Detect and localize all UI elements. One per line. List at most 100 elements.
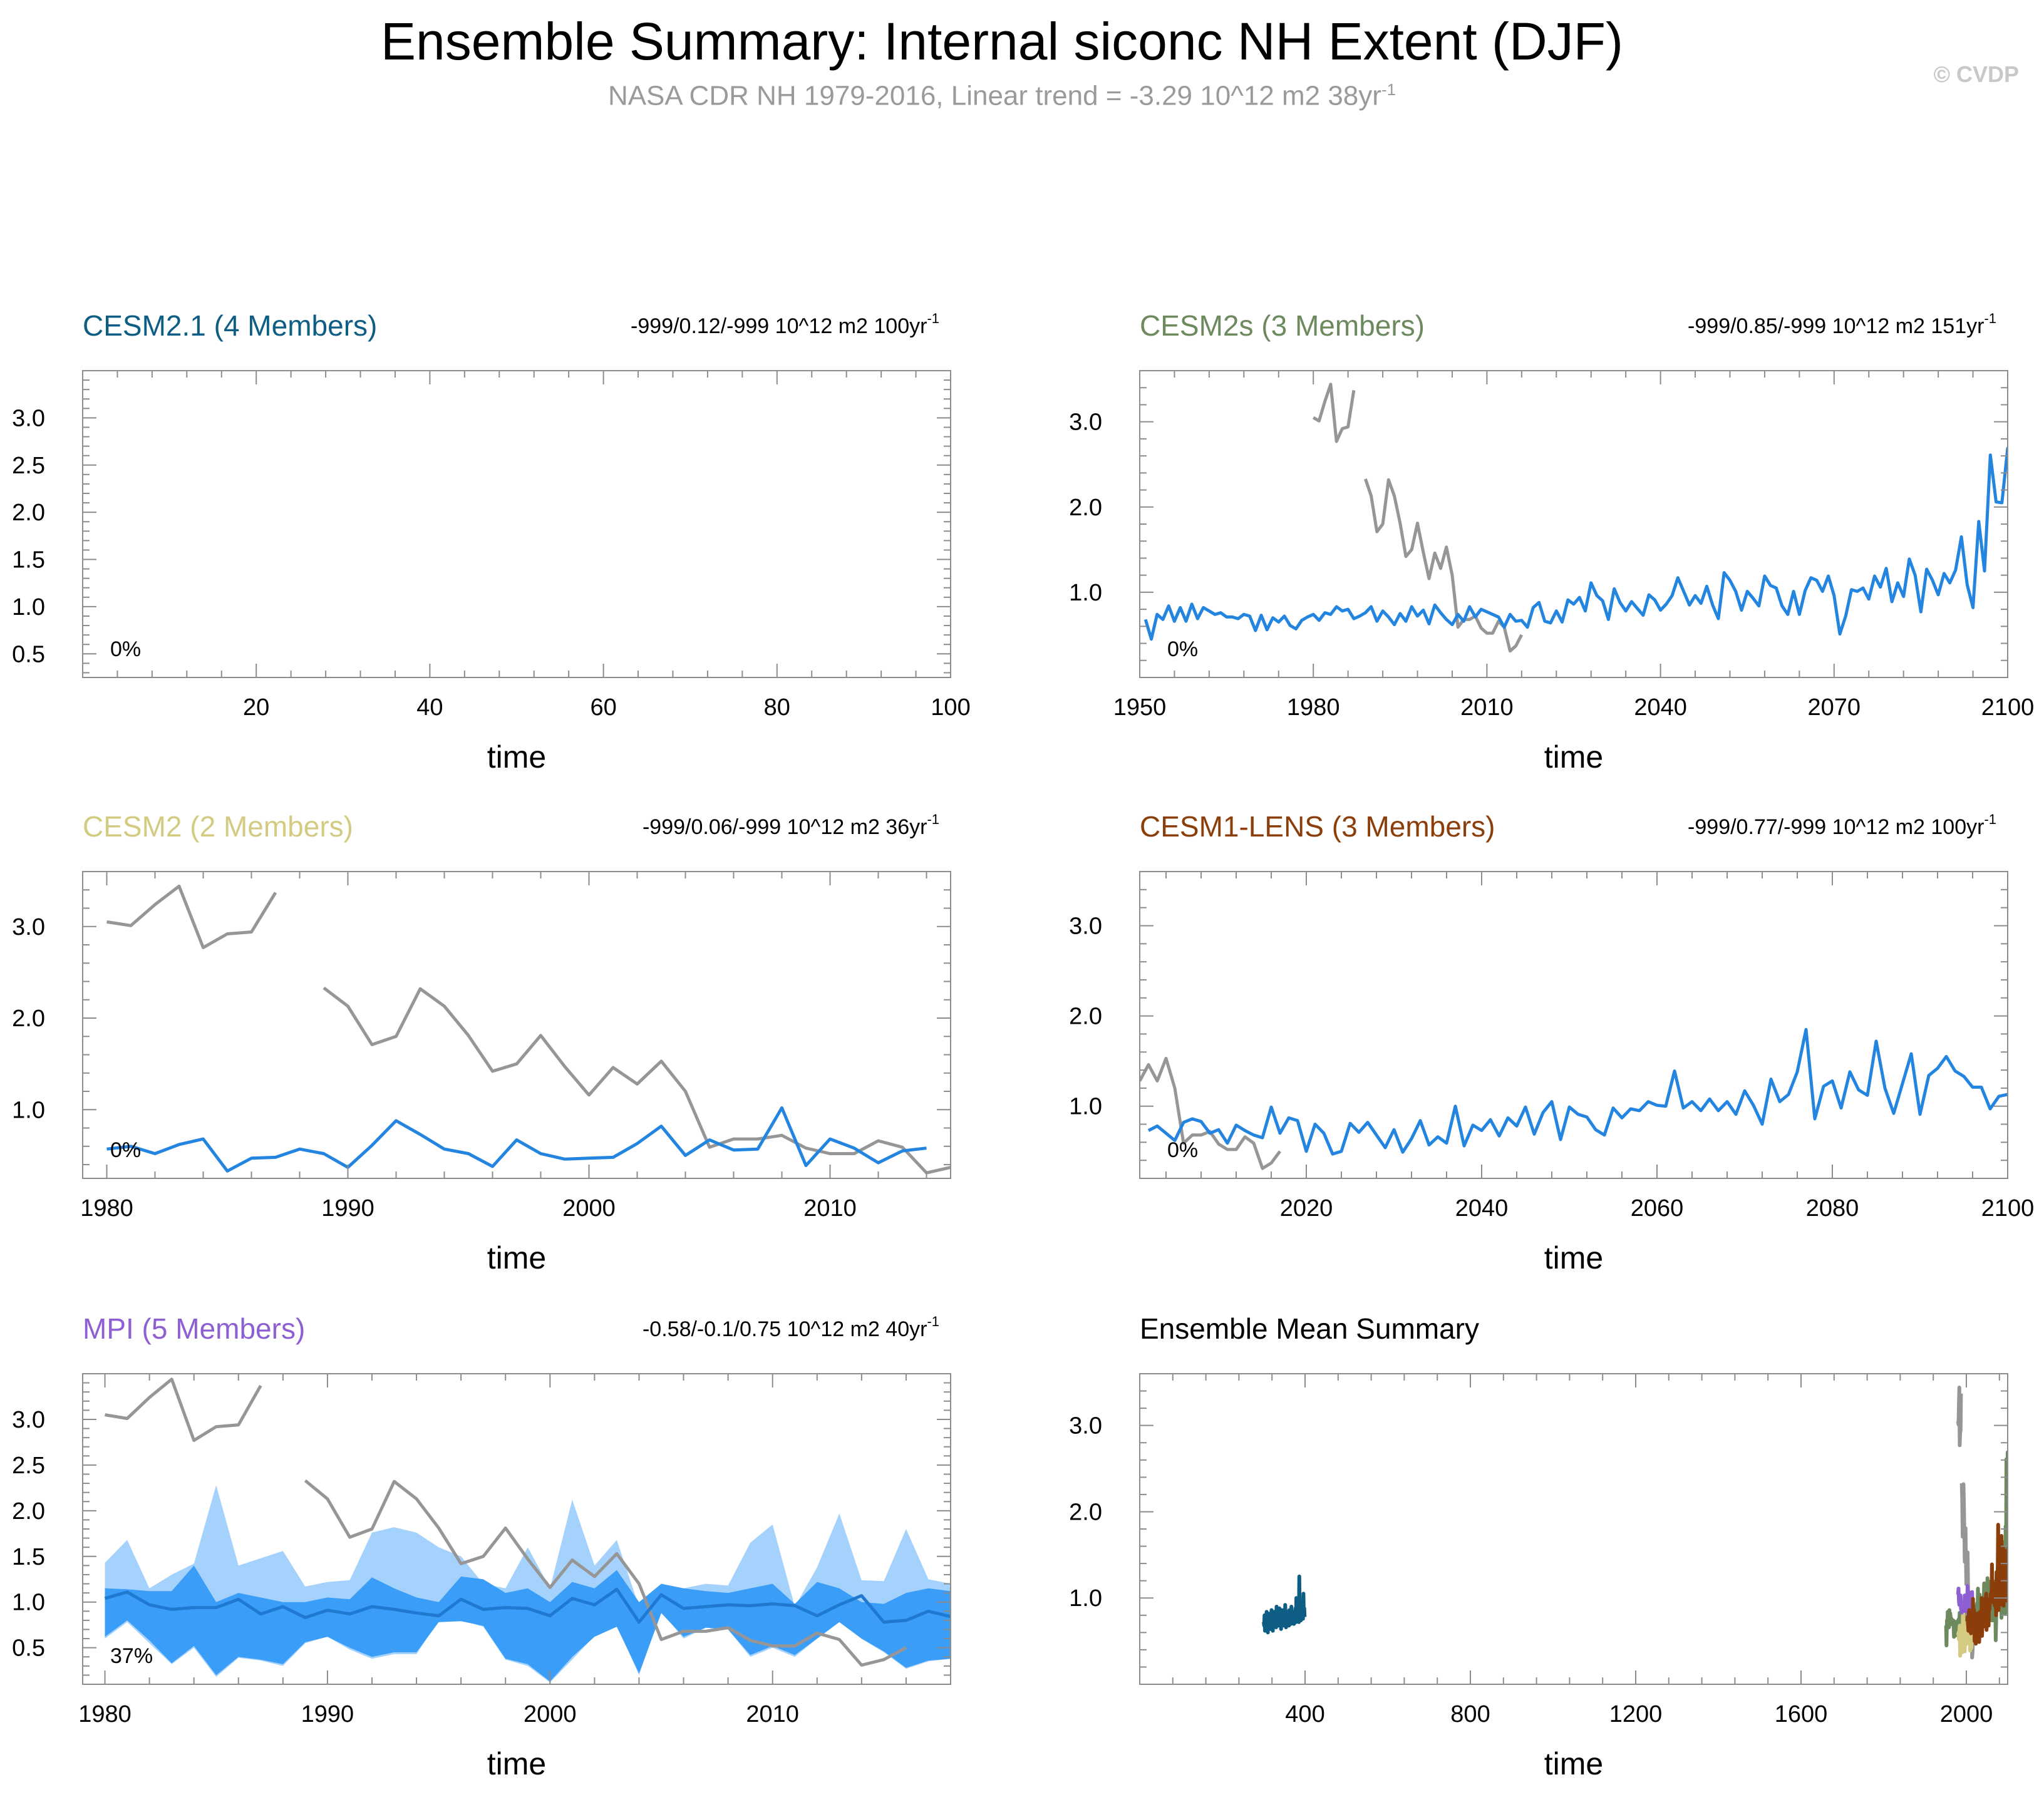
series-line-ensemble-mean: [1147, 1027, 2008, 1156]
trend-text: -999/0.06/-999 10^12 m2 36yr: [643, 815, 927, 839]
y-tick-label: 3.0: [12, 1407, 45, 1433]
y-tick-label: 2.0: [12, 1498, 45, 1525]
panel-p3: 1980 1990 2000 2010 1.0 2.0 3.0 time CESM2 (2 Me…: [12, 810, 951, 1275]
x-tick-label: 2060: [1631, 1195, 1684, 1222]
x-tick-label: 1990: [321, 1195, 374, 1222]
percent-label: 0%: [1167, 1138, 1198, 1162]
cvdp-watermark: © CVDP: [1933, 61, 2019, 87]
series-line-ensemble-mean: [106, 1106, 927, 1173]
y-tick-label: 3.0: [12, 914, 45, 940]
trend-label: -999/0.85/-999 10^12 m2 151yr-1: [1688, 311, 1996, 338]
trend-superscript: -1: [1984, 311, 1996, 326]
panel-p4: 2020 2040 2060 2080 2100 1.0 2.0 3.0 time CESM1-L…: [1069, 810, 2034, 1275]
figure-subtitle: NASA CDR NH 1979-2016, Linear trend = -3…: [0, 80, 2004, 112]
panel-title: CESM2s (3 Members): [1140, 309, 1425, 342]
trend-text: -999/0.85/-999 10^12 m2 151yr: [1688, 314, 1984, 338]
y-tick-label: 1.5: [12, 547, 45, 574]
x-tick-label: 800: [1450, 1701, 1490, 1727]
panel-p1: 20 40 60 80 100 0.5 1.0 1.5 2.0 2.5 3.0 time CESM2.1…: [12, 309, 971, 775]
y-tick-label: 2.0: [1069, 495, 1102, 521]
y-tick-label: 1.0: [1069, 1585, 1102, 1612]
inner-band-area: [105, 1565, 951, 1682]
subtitle-superscript: -1: [1381, 80, 1396, 99]
x-tick-label: 80: [764, 694, 790, 721]
x-axis-label: time: [487, 1240, 546, 1275]
x-tick-label: 2100: [1981, 1195, 2035, 1222]
series-line-observations: [1312, 383, 1524, 653]
trend-text: -0.58/-0.1/0.75 10^12 m2 40yr: [643, 1317, 927, 1341]
y-tick-label: 2.0: [1069, 1499, 1102, 1525]
x-tick-label: 2040: [1455, 1195, 1509, 1222]
series-line-cesm1-lens: [1965, 1523, 2008, 1646]
plot-frame: [1139, 871, 2008, 1179]
plot-frame: [1139, 370, 2008, 678]
plot-frame: [82, 871, 951, 1179]
x-tick-label: 2000: [562, 1195, 616, 1222]
series-line-cesm2-1: [1262, 1574, 1307, 1635]
x-tick-label: 20: [243, 694, 269, 721]
y-tick-label: 1.0: [12, 594, 45, 620]
series-line-observations: [106, 884, 951, 1175]
y-tick-label: 2.0: [12, 1006, 45, 1032]
x-tick-label: 60: [590, 694, 616, 721]
y-tick-label: 3.0: [1069, 1413, 1102, 1439]
trend-superscript: -1: [1984, 811, 1996, 827]
percent-label: 0%: [1167, 637, 1198, 661]
x-tick-label: 1990: [301, 1701, 354, 1727]
y-tick-label: 0.5: [12, 641, 45, 667]
plot-frame: [82, 370, 951, 678]
x-tick-label: 2020: [1280, 1195, 1333, 1222]
y-tick-label: 2.0: [12, 500, 45, 526]
trend-superscript: -1: [927, 811, 939, 827]
panel-p6: 400 800 1200 1600 2000 1.0 2.0 3.0 time Ensemble …: [1069, 1312, 2008, 1781]
x-tick-label: 2040: [1634, 694, 1687, 721]
x-axis-label: time: [1544, 739, 1603, 775]
trend-label: -999/0.77/-999 10^12 m2 100yr-1: [1688, 811, 1996, 839]
x-tick-label: 2010: [1460, 694, 1514, 721]
panel-title: CESM2.1 (4 Members): [83, 309, 377, 342]
trend-superscript: -1: [927, 311, 939, 326]
trend-text: -999/0.12/-999 10^12 m2 100yr: [631, 314, 927, 338]
x-tick-label: 2010: [803, 1195, 857, 1222]
panel-p5: 1980 1990 2000 2010 0.5 1.0 1.5 2.0 2.5 3.0 time MP…: [12, 1312, 951, 1781]
x-tick-label: 400: [1285, 1701, 1324, 1727]
y-tick-label: 3.0: [12, 405, 45, 431]
series-line-ensemble-mean: [104, 1587, 951, 1624]
x-tick-label: 1980: [78, 1701, 132, 1727]
y-tick-label: 3.0: [1069, 409, 1102, 436]
x-tick-label: 2010: [746, 1701, 799, 1727]
x-axis-label: time: [487, 1746, 546, 1781]
y-tick-label: 2.5: [12, 453, 45, 479]
y-tick-label: 1.0: [1069, 580, 1102, 606]
x-tick-label: 2000: [524, 1701, 577, 1727]
panel-title: MPI (5 Members): [83, 1312, 305, 1345]
panel-title: Ensemble Mean Summary: [1140, 1312, 1479, 1345]
x-tick-label: 1950: [1113, 694, 1167, 721]
trend-label: -0.58/-0.1/0.75 10^12 m2 40yr-1: [643, 1314, 939, 1341]
plot-frame: [1139, 1373, 2008, 1685]
x-tick-label: 1980: [1287, 694, 1340, 721]
x-tick-label: 2080: [1806, 1195, 1859, 1222]
subtitle-text: NASA CDR NH 1979-2016, Linear trend = -3…: [607, 80, 1381, 111]
y-tick-label: 2.0: [1069, 1004, 1102, 1030]
y-tick-label: 1.0: [1069, 1094, 1102, 1120]
panel-title: CESM1-LENS (3 Members): [1140, 810, 1495, 843]
percent-label: 0%: [110, 637, 141, 661]
y-tick-label: 1.5: [12, 1544, 45, 1570]
percent-label: 0%: [110, 1138, 141, 1162]
panel-p2: 1950 1980 2010 2040 2070 2100 1.0 2.0 3.0 time CES…: [1069, 309, 2035, 775]
x-tick-label: 2070: [1808, 694, 1861, 721]
figure-title: Ensemble Summary: Internal siconc NH Ext…: [381, 12, 1623, 71]
y-tick-label: 3.0: [1069, 913, 1102, 939]
trend-superscript: -1: [927, 1314, 939, 1329]
series-line-ensemble-mean: [1143, 446, 2008, 641]
x-axis-label: time: [1544, 1746, 1603, 1781]
x-tick-label: 2000: [1940, 1701, 1993, 1727]
trend-label: -999/0.12/-999 10^12 m2 100yr-1: [631, 311, 939, 338]
x-axis-label: time: [487, 739, 546, 775]
x-tick-label: 2100: [1981, 694, 2035, 721]
x-tick-label: 1980: [80, 1195, 133, 1222]
series-line-observations: [1140, 1056, 1282, 1170]
x-tick-label: 1600: [1775, 1701, 1828, 1727]
